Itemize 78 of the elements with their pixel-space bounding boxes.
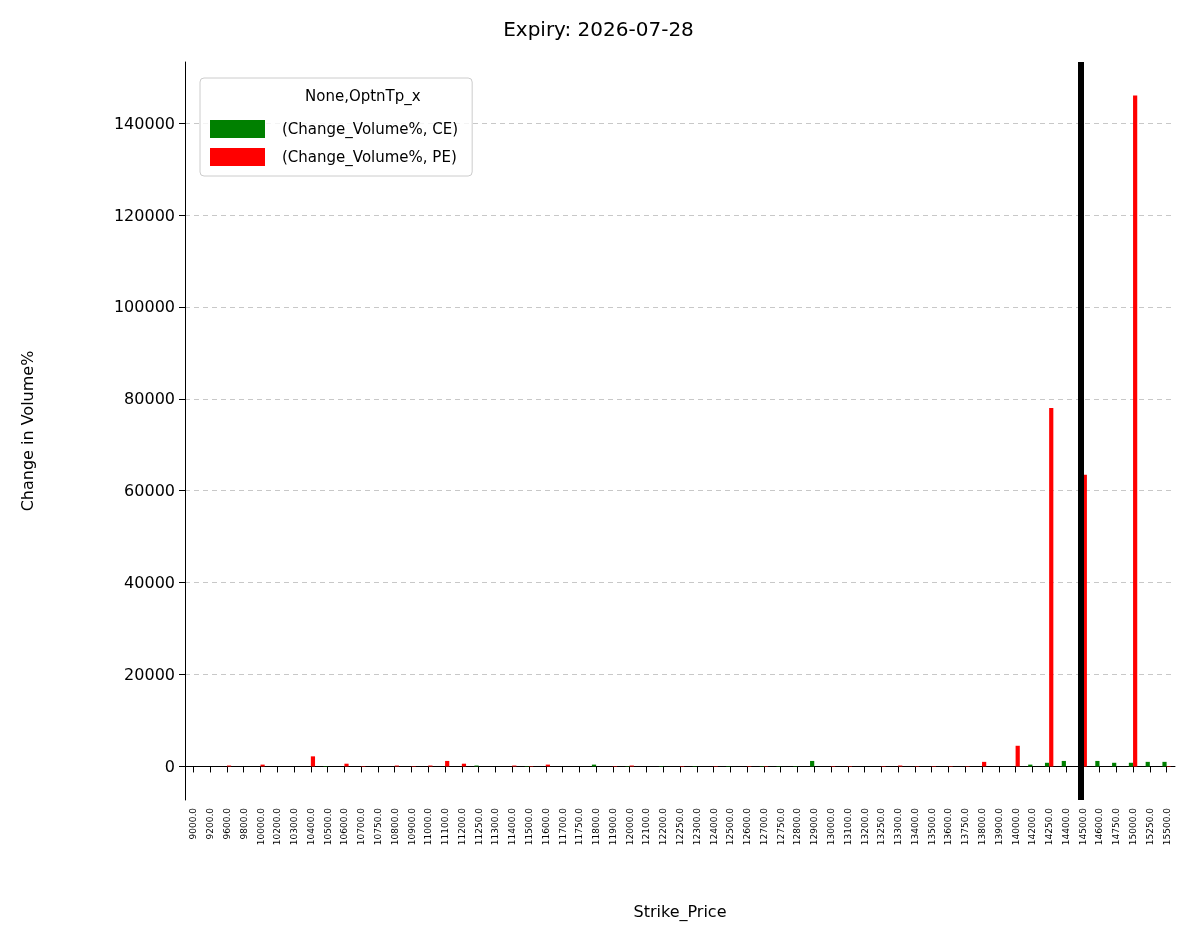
x-tick-label: 10300.0 — [289, 807, 300, 846]
x-tick-label: 9000.0 — [188, 807, 199, 840]
x-tick-label: 12700.0 — [758, 807, 769, 846]
x-tick-label: 13900.0 — [993, 807, 1004, 846]
x-tick-label: 13000.0 — [826, 807, 837, 846]
y-tick-label: 40000 — [124, 573, 175, 593]
x-tick-label: 14750.0 — [1111, 807, 1122, 846]
x-tick-label: 12400.0 — [708, 807, 719, 846]
x-tick-label: 12100.0 — [641, 807, 652, 846]
legend-label: (Change_Volume%, CE) — [282, 120, 459, 139]
x-tick-label: 11200.0 — [456, 807, 467, 846]
x-tick-label: 12200.0 — [658, 807, 669, 846]
x-tick-label: 12000.0 — [624, 807, 635, 846]
x-tick-label: 12300.0 — [691, 807, 702, 846]
x-axis-title: Strike_Price — [633, 901, 727, 922]
x-tick-label: 11500.0 — [523, 807, 534, 846]
x-tick-label: 12600.0 — [742, 807, 753, 846]
x-tick-label: 11250.0 — [473, 807, 484, 846]
x-tick-label: 10400.0 — [305, 807, 316, 846]
x-tick-label: 12250.0 — [675, 807, 685, 846]
x-tick-label: 13200.0 — [859, 807, 870, 846]
y-tick-label: 60000 — [124, 481, 175, 501]
x-tick-label: 12500.0 — [725, 807, 736, 846]
x-tick-label: 11300.0 — [490, 807, 501, 846]
x-tick-label: 10000.0 — [255, 807, 266, 846]
bar — [1133, 95, 1138, 767]
x-tick-label: 13100.0 — [842, 807, 853, 846]
x-tick-label: 13800.0 — [977, 807, 988, 846]
x-tick-label: 13500.0 — [926, 807, 937, 846]
x-tick-label: 11750.0 — [574, 807, 585, 846]
y-tick-label: 100000 — [113, 297, 175, 317]
x-tick-label: 10700.0 — [356, 807, 367, 846]
y-tick-label: 0 — [164, 756, 175, 776]
x-tick-label: 12800.0 — [792, 807, 803, 846]
x-tick-label: 9600.0 — [221, 807, 232, 840]
x-tick-label: 14600.0 — [1094, 807, 1105, 846]
x-tick-label: 11100.0 — [440, 807, 451, 846]
x-tick-label: 10200.0 — [272, 807, 283, 846]
x-tick-label: 14500.0 — [1077, 807, 1088, 846]
x-tick-label: 14200.0 — [1027, 807, 1038, 846]
x-tick-label: 15500.0 — [1161, 807, 1172, 846]
x-tick-label: 11000.0 — [423, 807, 434, 846]
x-tick-label: 11900.0 — [607, 807, 618, 846]
x-tick-label: 10500.0 — [322, 807, 333, 846]
bar — [1049, 408, 1054, 767]
x-tick-label: 10750.0 — [372, 807, 383, 846]
bar — [1162, 761, 1167, 767]
x-tick-label: 11400.0 — [507, 807, 518, 846]
x-tick-label: 9800.0 — [238, 807, 249, 840]
bar — [1015, 745, 1020, 767]
x-tick-label: 10800.0 — [389, 807, 400, 846]
x-tick-label: 13250.0 — [876, 807, 887, 846]
x-tick-label: 10900.0 — [406, 807, 417, 846]
x-tick-label: 13600.0 — [943, 807, 954, 846]
x-tick-label: 10600.0 — [339, 807, 350, 846]
x-tick-label: 11700.0 — [557, 807, 568, 846]
x-tick-label: 12900.0 — [809, 807, 820, 846]
y-axis-title: Change in Volume% — [17, 350, 37, 512]
x-tick-label: 13300.0 — [893, 807, 904, 846]
x-tick-label: 13400.0 — [909, 807, 920, 846]
legend-label: (Change_Volume%, PE) — [282, 148, 457, 167]
x-tick-label: 11600.0 — [540, 807, 551, 846]
y-tick-label: 20000 — [124, 665, 175, 685]
x-tick-label: 15250.0 — [1144, 807, 1155, 846]
chart-title: Expiry: 2026-07-28 — [503, 17, 694, 41]
x-tick-label: 9200.0 — [205, 807, 216, 840]
x-tick-label: 12750.0 — [775, 807, 786, 846]
x-tick-label: 14000.0 — [1010, 807, 1021, 846]
x-tick-label: 15000.0 — [1128, 807, 1139, 846]
y-tick-label: 140000 — [113, 113, 175, 133]
y-tick-label: 120000 — [113, 205, 175, 225]
bar — [310, 756, 316, 767]
legend-title: None,OptnTp_x — [305, 86, 421, 106]
x-tick-label: 14400.0 — [1060, 807, 1071, 846]
y-tick-label: 80000 — [124, 389, 175, 409]
x-tick-label: 14250.0 — [1044, 807, 1055, 846]
x-tick-label: 13750.0 — [960, 807, 971, 846]
x-tick-label: 11800.0 — [591, 807, 602, 846]
